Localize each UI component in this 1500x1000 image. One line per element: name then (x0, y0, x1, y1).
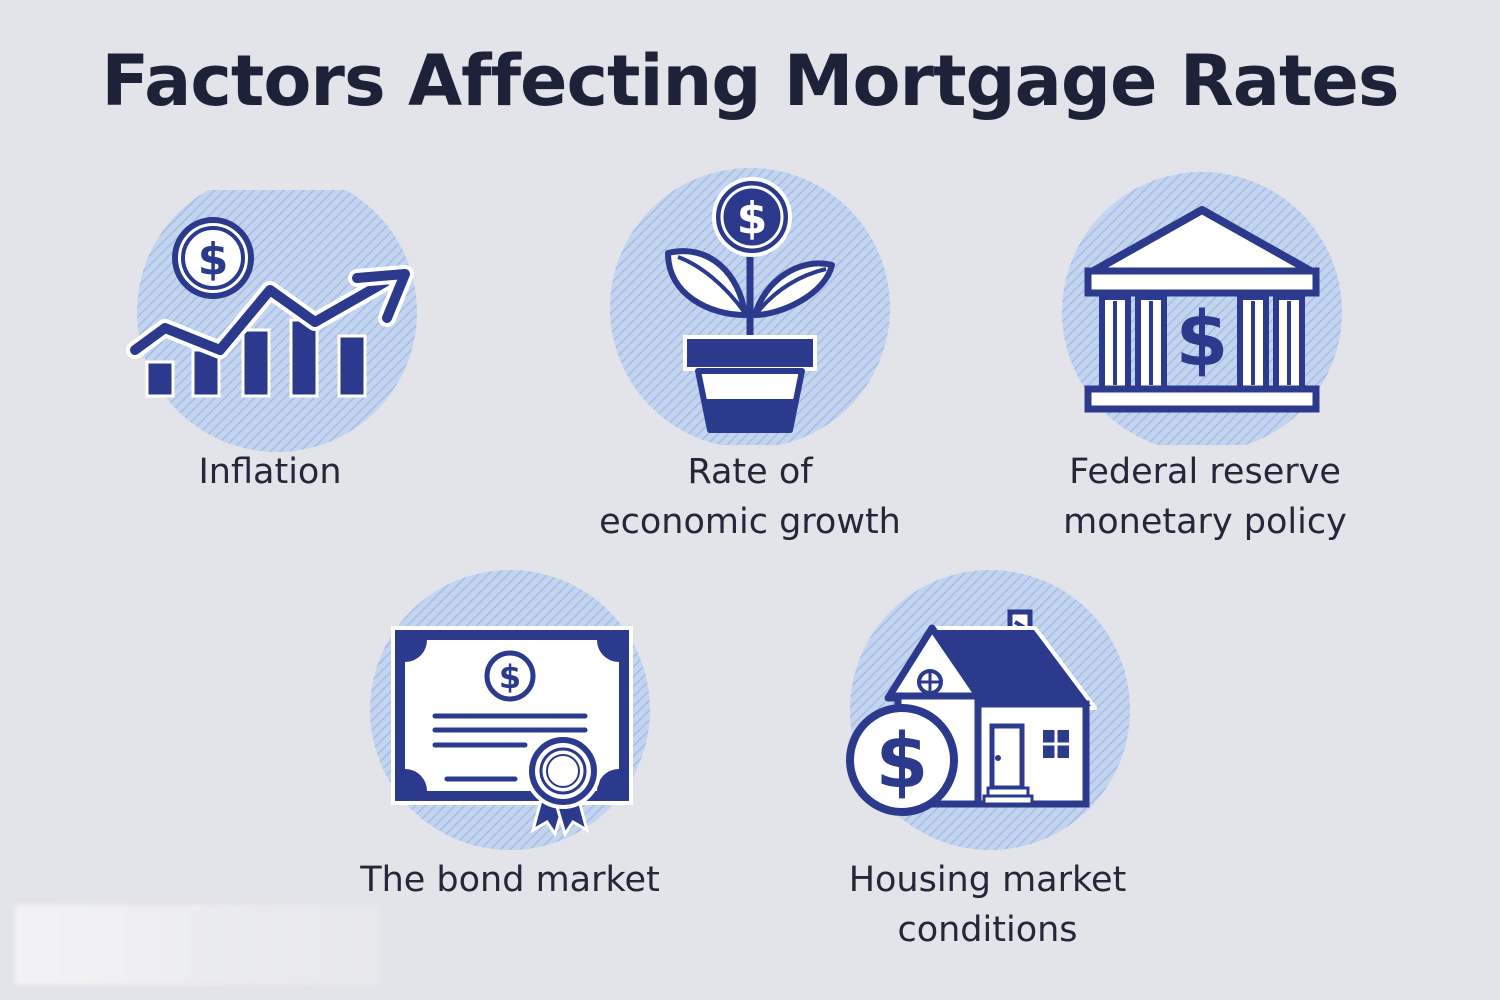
label-line: Rate of (687, 452, 813, 492)
dollar-sign: $ (499, 658, 521, 696)
bank-building-icon: $ (1062, 172, 1342, 445)
label-line: Inflation (198, 452, 342, 492)
label-line: economic growth (599, 502, 901, 542)
dollar-sign: $ (737, 193, 768, 244)
page-title: Factors Affecting Mortgage Rates (101, 40, 1399, 122)
factor-label: Inflation (170, 447, 370, 497)
dollar-sign: $ (876, 716, 929, 805)
label-line: The bond market (360, 860, 660, 900)
label-line: Federal reserve (1069, 452, 1341, 492)
factor-label: The bond market (330, 855, 690, 905)
watermark-smudge (15, 905, 380, 985)
factor-label: Federal reserve monetary policy (1030, 447, 1380, 547)
factor-label: Housing market conditions (800, 855, 1175, 955)
label-line: conditions (897, 910, 1078, 950)
rising-chart-icon: $ (126, 190, 417, 452)
plant-pot-icon: $ (610, 168, 890, 445)
dollar-sign: $ (1176, 294, 1229, 383)
label-line: monetary policy (1063, 502, 1347, 542)
factor-label: Rate of economic growth (560, 447, 940, 547)
label-line: Housing market (848, 860, 1127, 900)
house-icon: $ (846, 570, 1130, 850)
dollar-sign: $ (198, 234, 229, 285)
certificate-icon: $ (370, 570, 650, 850)
